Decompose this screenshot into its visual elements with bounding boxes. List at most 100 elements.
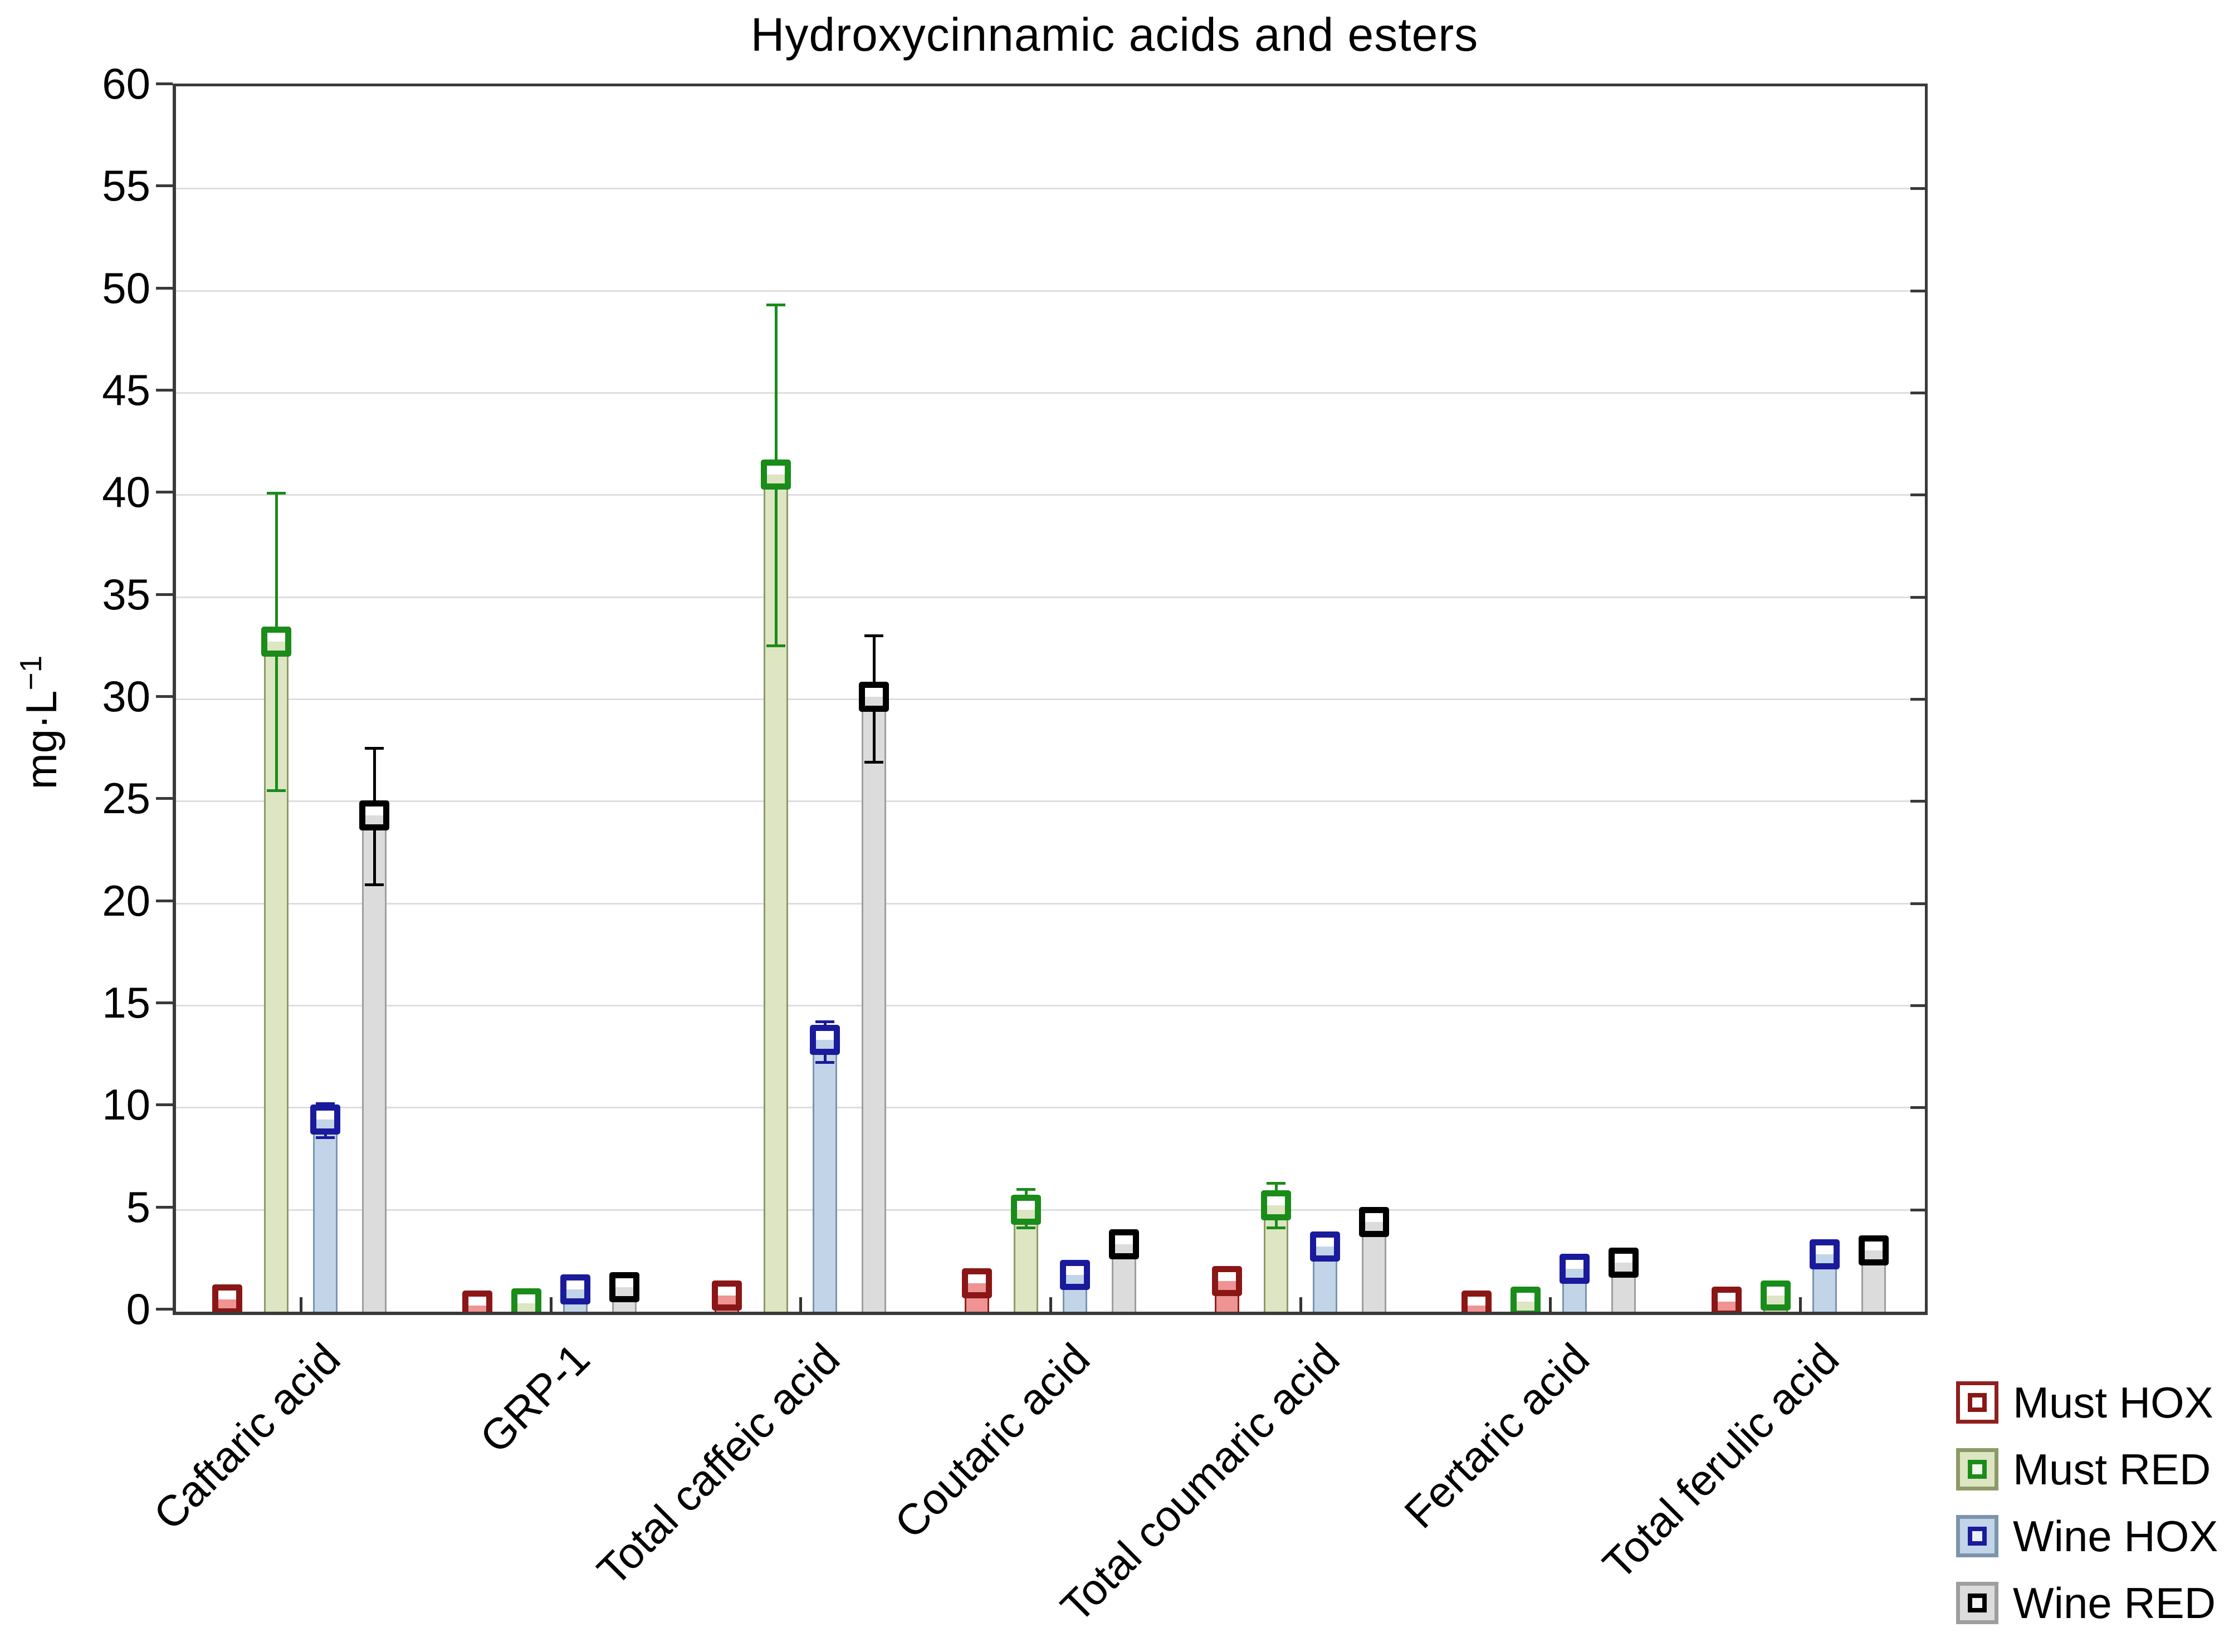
marker-must-hox-group6 xyxy=(1461,1291,1492,1312)
y-tick-left-35 xyxy=(156,593,173,596)
marker-wine-red-group5 xyxy=(1358,1206,1389,1237)
y-tick-label-60: 60 xyxy=(102,59,150,108)
error-cap-bottom-must-red-group1 xyxy=(267,789,286,792)
bar-wine-hox-group1 xyxy=(313,1120,338,1312)
x-tick-group7 xyxy=(1798,1297,1802,1312)
bar-wine-hox-group3 xyxy=(813,1040,838,1312)
legend-label-must-hox: Must HOX xyxy=(2013,1378,2213,1427)
y-tick-right-20 xyxy=(1910,902,1925,905)
marker-wine-red-group7 xyxy=(1858,1235,1889,1265)
legend-item-must-red: Must RED xyxy=(1956,1447,2218,1492)
legend-marker-icon-wine-red xyxy=(1968,1594,1987,1612)
gridline-y-45 xyxy=(176,392,1925,394)
bar-wine-red-group3 xyxy=(862,697,887,1312)
gridline-y-10 xyxy=(176,1107,1925,1109)
x-label-text-7: Total ferulic acid xyxy=(1593,1333,1849,1589)
error-cap-top-wine-hox-group1 xyxy=(316,1102,335,1105)
x-tick-group4 xyxy=(1049,1297,1052,1312)
legend-swatch-must-red xyxy=(1956,1448,1998,1490)
marker-must-red-group1 xyxy=(261,627,292,657)
y-tick-left-45 xyxy=(156,389,173,392)
error-cap-top-must-red-group1 xyxy=(267,491,286,495)
gridline-y-20 xyxy=(176,902,1925,905)
error-cap-bottom-must-red-group5 xyxy=(1266,1226,1285,1229)
gridline-y-5 xyxy=(176,1209,1925,1211)
marker-must-red-group2 xyxy=(511,1288,541,1312)
error-cap-bottom-wine-red-group3 xyxy=(864,760,884,764)
y-tick-right-10 xyxy=(1910,1106,1925,1110)
marker-wine-red-group1 xyxy=(359,800,390,830)
error-cap-top-must-red-group5 xyxy=(1266,1182,1285,1185)
y-tick-right-35 xyxy=(1910,595,1925,599)
marker-wine-hox-group6 xyxy=(1560,1254,1590,1284)
legend-label-wine-red: Wine RED xyxy=(2013,1578,2216,1627)
marker-must-red-group7 xyxy=(1760,1280,1791,1311)
y-tick-label-20: 20 xyxy=(102,876,150,925)
legend-item-wine-hox: Wine HOX xyxy=(1956,1514,2218,1558)
error-cap-top-must-red-group3 xyxy=(766,304,786,307)
y-tick-left-30 xyxy=(156,695,173,698)
legend-marker-icon-wine-hox xyxy=(1968,1527,1987,1546)
y-tick-label-5: 5 xyxy=(126,1182,150,1231)
y-tick-label-30: 30 xyxy=(102,672,150,721)
y-tick-label-10: 10 xyxy=(102,1080,150,1130)
y-tick-right-40 xyxy=(1910,493,1925,497)
marker-wine-red-group4 xyxy=(1109,1229,1139,1259)
marker-must-red-group3 xyxy=(761,459,791,490)
legend: Must HOX Must RED Wine HOX Wine RED xyxy=(1956,1380,2218,1648)
gridline-y-35 xyxy=(176,596,1925,598)
marker-wine-hox-group7 xyxy=(1809,1239,1840,1270)
marker-must-red-group4 xyxy=(1011,1194,1041,1225)
marker-must-hox-group4 xyxy=(962,1268,992,1298)
marker-wine-red-group6 xyxy=(1609,1248,1639,1278)
marker-must-hox-group2 xyxy=(462,1291,492,1312)
marker-wine-hox-group3 xyxy=(810,1025,840,1055)
error-cap-top-wine-red-group1 xyxy=(365,747,384,750)
y-tick-left-10 xyxy=(156,1103,173,1107)
marker-wine-red-group3 xyxy=(859,682,889,712)
marker-wine-red-group2 xyxy=(609,1272,639,1302)
marker-wine-hox-group5 xyxy=(1309,1231,1340,1262)
marker-wine-hox-group4 xyxy=(1060,1260,1090,1290)
y-tick-left-25 xyxy=(156,797,173,800)
legend-item-must-hox: Must HOX xyxy=(1956,1380,2218,1425)
legend-item-wine-red: Wine RED xyxy=(1956,1581,2218,1625)
marker-must-red-group5 xyxy=(1260,1190,1291,1221)
y-tick-right-15 xyxy=(1910,1004,1925,1007)
chart-title: Hydroxycinnamic acids and esters xyxy=(750,8,1479,61)
y-tick-label-15: 15 xyxy=(102,978,150,1027)
y-tick-left-40 xyxy=(156,491,173,494)
y-tick-left-5 xyxy=(156,1205,173,1209)
legend-label-must-red: Must RED xyxy=(2013,1445,2211,1494)
legend-marker-icon-must-hox xyxy=(1968,1393,1987,1412)
y-tick-left-20 xyxy=(156,899,173,902)
marker-must-hox-group3 xyxy=(712,1280,742,1311)
legend-label-wine-hox: Wine HOX xyxy=(2013,1512,2218,1561)
x-tick-group2 xyxy=(549,1297,553,1312)
y-tick-right-30 xyxy=(1910,698,1925,701)
marker-must-hox-group1 xyxy=(212,1284,243,1312)
error-cap-bottom-wine-hox-group1 xyxy=(316,1136,335,1140)
x-tick-group6 xyxy=(1549,1297,1552,1312)
y-tick-label-40: 40 xyxy=(102,467,150,517)
error-cap-top-wine-hox-group3 xyxy=(815,1020,835,1024)
y-tick-right-25 xyxy=(1910,800,1925,803)
y-tick-right-5 xyxy=(1910,1208,1925,1211)
y-tick-left-50 xyxy=(156,286,173,290)
y-tick-label-45: 45 xyxy=(102,365,150,414)
y-tick-right-45 xyxy=(1910,392,1925,394)
y-tick-label-55: 55 xyxy=(102,161,150,211)
error-cap-bottom-wine-red-group1 xyxy=(365,883,384,886)
plot-area xyxy=(173,84,1928,1315)
y-tick-right-50 xyxy=(1910,289,1925,292)
gridline-y-15 xyxy=(176,1005,1925,1006)
gridline-y-50 xyxy=(176,290,1925,292)
y-tick-label-25: 25 xyxy=(102,774,150,823)
y-tick-left-15 xyxy=(156,1001,173,1004)
x-label-7: Total ferulic acid xyxy=(1312,1333,1849,1589)
y-tick-left-55 xyxy=(156,184,173,188)
gridline-y-25 xyxy=(176,800,1925,803)
error-cap-bottom-must-red-group3 xyxy=(766,644,786,647)
legend-swatch-must-hox xyxy=(1956,1381,1998,1424)
